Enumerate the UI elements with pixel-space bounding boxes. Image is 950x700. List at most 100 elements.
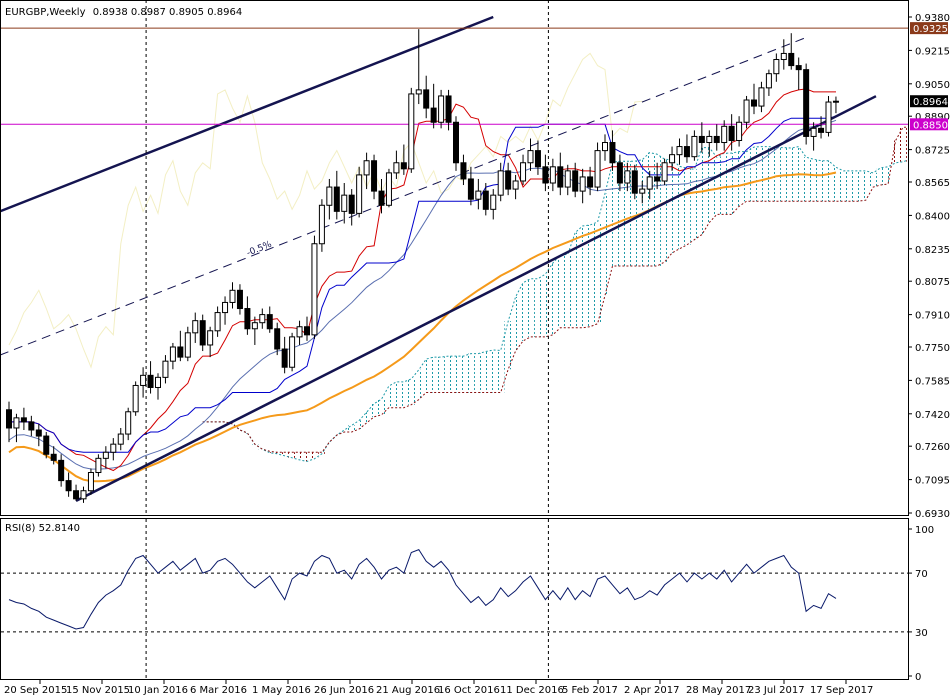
y-tick-label: 0.8235 — [915, 245, 950, 256]
candle — [795, 57, 802, 90]
rsi-panel — [1, 548, 908, 633]
price-label-box — [910, 118, 948, 131]
candle-body — [192, 320, 199, 334]
cloud-segment — [593, 221, 602, 324]
candle — [721, 120, 728, 151]
cloud-segment — [429, 357, 438, 393]
candle-body — [527, 150, 534, 164]
cloud-segment — [407, 378, 416, 405]
cloud-segment — [534, 278, 542, 337]
candle-body — [654, 176, 661, 182]
candle — [549, 158, 556, 192]
candle-body — [333, 186, 340, 212]
candle-body — [490, 194, 497, 210]
candle-body — [639, 188, 646, 194]
candle — [579, 168, 586, 204]
candle-body — [751, 99, 757, 107]
candle-body — [289, 336, 296, 368]
candle — [102, 446, 109, 469]
candle-body — [311, 243, 318, 336]
candle-body — [832, 100, 839, 103]
candle — [132, 381, 139, 416]
rsi-line — [8, 548, 837, 630]
rsi-y-tick-label: 100 — [915, 525, 934, 536]
candle-body — [505, 170, 512, 190]
cloud-segment — [392, 381, 401, 408]
candle-body — [73, 490, 80, 500]
candle-body — [453, 121, 459, 164]
candle — [475, 178, 482, 210]
candle — [676, 138, 683, 165]
candle — [415, 29, 422, 105]
cloud-segment — [690, 169, 699, 240]
candle — [385, 168, 392, 208]
candle — [378, 178, 385, 214]
candle-body — [13, 417, 20, 429]
candle-body — [147, 374, 154, 388]
candle-body — [400, 162, 407, 170]
y-tick-label: 0.7750 — [915, 343, 950, 354]
candle — [192, 312, 199, 343]
cloud-segment — [400, 381, 408, 408]
candle — [818, 116, 825, 139]
cloud-segment — [213, 421, 222, 423]
candle-body — [371, 160, 378, 192]
candle — [95, 454, 102, 477]
cloud-segment — [757, 146, 766, 202]
candle-body — [669, 154, 676, 164]
candle — [654, 162, 661, 190]
candle-body — [274, 328, 281, 350]
cloud-segment — [273, 452, 281, 454]
candle — [490, 189, 497, 220]
candle-body — [281, 348, 288, 368]
candle — [751, 83, 757, 115]
candle — [214, 306, 221, 337]
cloud-segment — [258, 449, 267, 450]
x-tick-label: 28 May 2017 — [686, 685, 751, 696]
candle — [58, 454, 65, 487]
candle-body — [758, 87, 765, 107]
candle — [333, 170, 340, 220]
y-tick-label: 0.9050 — [915, 80, 950, 91]
candle-body — [110, 443, 117, 453]
cloud-segment — [228, 423, 237, 425]
cloud-segment — [765, 146, 773, 202]
candle-body — [572, 170, 579, 192]
cloud-segment — [340, 429, 348, 433]
candle — [758, 81, 765, 113]
cloud-segment — [742, 151, 751, 202]
candle — [691, 130, 698, 161]
candle — [281, 336, 288, 374]
cloud-segment — [347, 425, 356, 433]
cloud-segment — [899, 127, 907, 162]
candle-body — [676, 146, 683, 156]
cloud-segment — [854, 170, 863, 202]
cloud-segment — [370, 403, 378, 417]
x-tick-label: 15 Nov 2015 — [66, 685, 130, 696]
candle-body — [818, 127, 825, 133]
candle-body — [788, 52, 795, 67]
candle — [780, 39, 787, 70]
candle — [155, 373, 161, 400]
candle-body — [557, 166, 564, 188]
candle-body — [58, 459, 65, 482]
candle-body — [348, 194, 355, 214]
candle-body — [28, 421, 35, 431]
candle — [87, 468, 94, 495]
candle-body — [244, 308, 251, 330]
candle — [207, 326, 214, 358]
candle — [184, 326, 191, 362]
candle — [236, 284, 243, 315]
candle-body — [125, 411, 132, 435]
candle — [467, 166, 474, 206]
candle-body — [631, 170, 638, 194]
candle — [564, 164, 571, 196]
cloud-segment — [288, 452, 296, 458]
candle — [326, 178, 333, 220]
cloud-segment — [571, 232, 579, 328]
candle-body — [810, 127, 817, 137]
cloud-segment — [891, 140, 900, 163]
candle-body — [385, 172, 392, 206]
rsi-y-tick-label: 0 — [915, 672, 921, 683]
candle — [594, 142, 601, 192]
